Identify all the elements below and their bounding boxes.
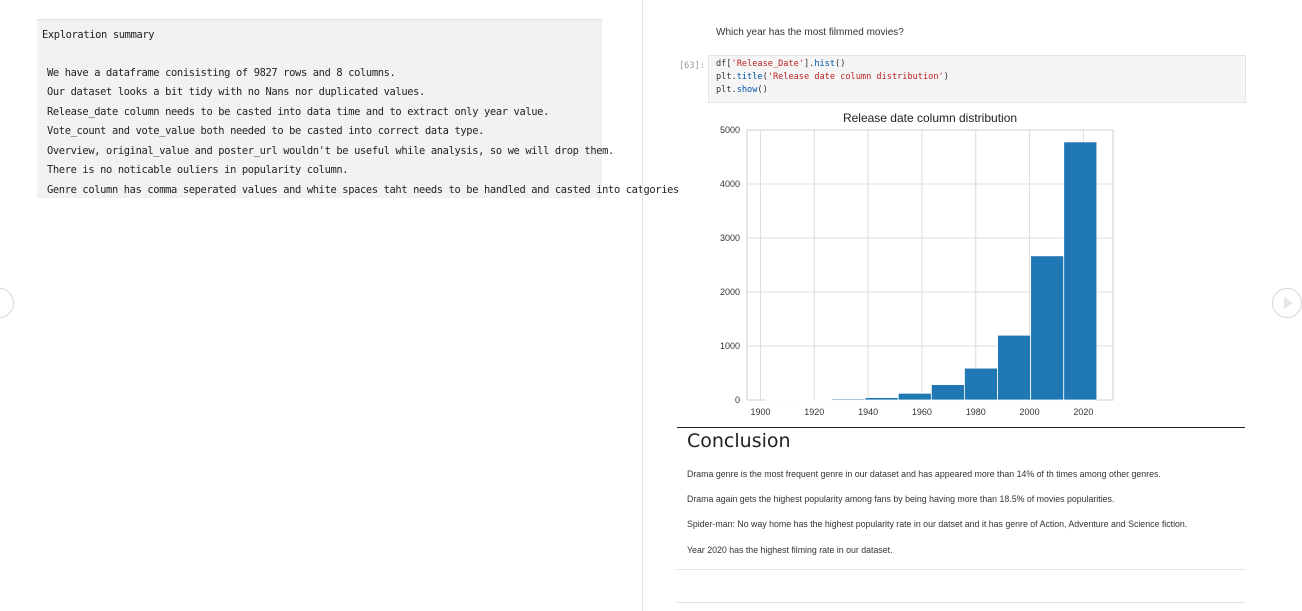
play-icon [1284,297,1293,309]
code-line: plt.show() [716,85,768,95]
y-tick-label: 3000 [720,233,740,243]
y-tick-label: 0 [735,395,740,405]
code-cell[interactable]: df['Release_Date'].hist() plt.title('Rel… [708,55,1246,103]
x-tick-label: 1920 [804,407,824,417]
x-tick-label: 1940 [858,407,878,417]
section-divider [677,427,1245,428]
code-line: plt.title('Release date column distribut… [716,72,949,82]
section-divider [677,602,1245,603]
question-text: Which year has the most filmmed movies? [716,27,904,38]
histogram-bar [1063,141,1098,401]
summary-line: We have a dataframe conisisting of 9827 … [47,67,396,79]
x-tick-label: 2000 [1020,407,1040,417]
histogram-bar [897,392,932,401]
summary-line: Our dataset looks a bit tidy with no Nan… [47,86,425,98]
section-divider [677,569,1245,570]
code-line: df['Release_Date'].hist() [716,59,846,69]
histogram-bar [930,384,965,401]
y-tick-label: 1000 [720,341,740,351]
chart-title: Release date column distribution [843,111,1017,125]
histogram-bar [831,398,866,401]
cell-prompt: [63]: [679,61,705,71]
histogram-bar [1030,255,1065,401]
summary-line: Genre column has comma seperated values … [47,184,679,196]
release-date-histogram: 1900 1920 1940 1960 1980 2000 2020 0 1000 2000 300… [720,111,1114,417]
next-slide-button[interactable] [1272,288,1302,318]
y-tick-label: 4000 [720,179,740,189]
y-tick-label: 2000 [720,287,740,297]
x-tick-label: 1960 [912,407,932,417]
summary-title: Exploration summary [42,29,155,41]
summary-line: Vote_count and vote_value both needed to… [47,125,485,137]
x-tick-label: 1900 [750,407,770,417]
histogram-bar [864,397,899,401]
y-tick-label: 5000 [720,125,740,135]
summary-line: Overview, original_value and poster_url … [47,145,614,157]
histogram-bar [997,334,1032,401]
summary-line: Release_date column needs to be casted i… [47,106,549,118]
slide-divider [642,0,643,611]
conclusion-paragraph: Drama again gets the highest popularity … [687,494,1115,504]
summary-line: There is no noticable ouliers in popular… [47,164,349,176]
conclusion-paragraph: Drama genre is the most frequent genre i… [687,469,1161,479]
previous-slide-button[interactable] [0,288,14,318]
conclusion-paragraph: Spider-man: No way home has the highest … [687,519,1188,529]
x-tick-label: 2020 [1073,407,1093,417]
exploration-summary-cell: Exploration summary We have a dataframe … [37,19,679,198]
conclusion-heading: Conclusion [687,430,791,452]
histogram-bar [964,367,998,401]
x-tick-label: 1980 [966,407,986,417]
conclusion-paragraph: Year 2020 has the highest filming rate i… [687,545,893,555]
